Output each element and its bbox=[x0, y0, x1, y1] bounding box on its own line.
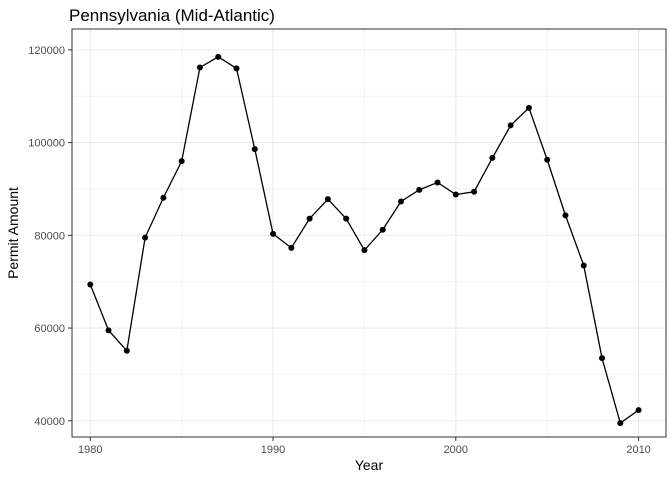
x-axis-title: Year bbox=[355, 457, 384, 473]
chart-title: Pennsylvania (Mid-Atlantic) bbox=[69, 6, 275, 25]
data-point bbox=[270, 230, 277, 237]
data-point bbox=[452, 191, 459, 198]
data-point bbox=[525, 104, 532, 111]
x-tick-label: 2010 bbox=[626, 444, 650, 456]
y-tick-label: 60000 bbox=[34, 323, 65, 335]
y-tick-label: 80000 bbox=[34, 230, 65, 242]
data-point bbox=[142, 234, 149, 241]
panel-border bbox=[71, 28, 667, 438]
data-point bbox=[416, 186, 423, 193]
x-tick-label: 1990 bbox=[261, 444, 285, 456]
data-point bbox=[580, 262, 587, 269]
data-point bbox=[251, 146, 258, 153]
data-point bbox=[105, 327, 112, 334]
data-point bbox=[617, 420, 624, 427]
data-point bbox=[343, 215, 350, 222]
y-axis: 40000 60000 80000 100000 120000 bbox=[28, 45, 72, 428]
data-point bbox=[324, 196, 331, 203]
data-point bbox=[635, 407, 642, 414]
data-point bbox=[544, 156, 551, 163]
data-point bbox=[233, 65, 240, 72]
data-point bbox=[379, 226, 386, 233]
x-tick-label: 2000 bbox=[444, 444, 468, 456]
series-layer bbox=[87, 53, 642, 427]
data-point bbox=[196, 64, 203, 71]
y-axis-title: Permit Amount bbox=[5, 187, 21, 279]
x-axis: 1980 1990 2000 2010 bbox=[78, 437, 651, 456]
data-point bbox=[160, 194, 167, 201]
data-point bbox=[599, 355, 606, 362]
y-tick-label: 40000 bbox=[34, 416, 65, 428]
data-point bbox=[123, 347, 130, 354]
data-point bbox=[288, 244, 295, 251]
y-tick-label: 120000 bbox=[28, 45, 65, 57]
data-point bbox=[178, 158, 185, 165]
data-point bbox=[397, 198, 404, 205]
data-point bbox=[306, 215, 313, 222]
data-point bbox=[87, 281, 94, 288]
data-point bbox=[471, 188, 478, 195]
data-point bbox=[215, 53, 222, 60]
data-point bbox=[361, 247, 368, 254]
data-point bbox=[562, 212, 569, 219]
data-point bbox=[507, 122, 514, 129]
y-tick-label: 100000 bbox=[28, 138, 65, 150]
minor-grid bbox=[72, 29, 666, 437]
data-point bbox=[489, 154, 496, 161]
x-tick-label: 1980 bbox=[78, 444, 102, 456]
data-point bbox=[434, 179, 441, 186]
major-grid bbox=[72, 29, 666, 437]
